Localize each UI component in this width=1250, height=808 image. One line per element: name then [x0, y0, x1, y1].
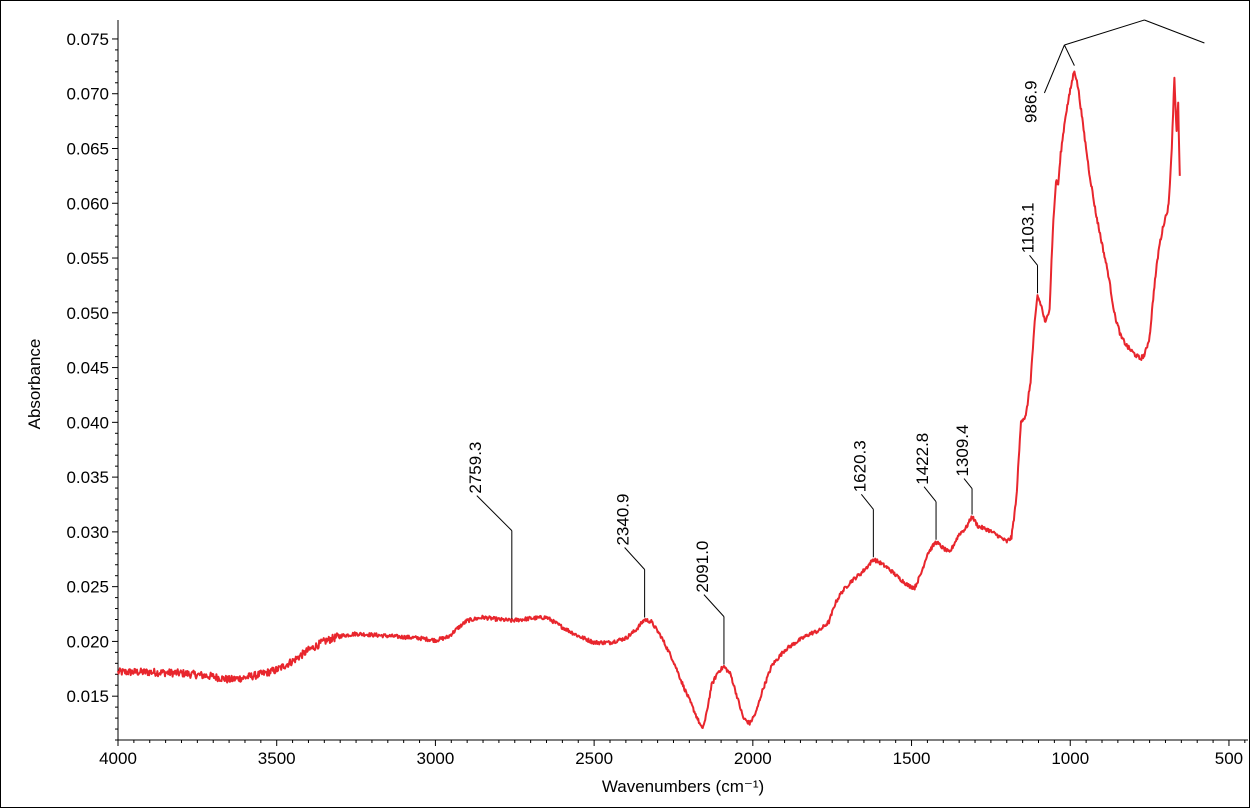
- peak-label: 1422.8: [913, 433, 932, 485]
- peak-leader: [1064, 19, 1145, 46]
- peak-label: 1103.1: [1019, 203, 1038, 254]
- peak-leader: [624, 547, 645, 570]
- series-layer: [117, 70, 1181, 729]
- y-tick-label: 0.030: [66, 523, 109, 542]
- peak-label: 2340.9: [614, 494, 633, 546]
- y-tick-label: 0.060: [66, 194, 109, 213]
- y-tick-label: 0.050: [66, 304, 109, 323]
- y-tick-label: 0.045: [66, 359, 109, 378]
- y-tick-label: 0.075: [66, 30, 109, 49]
- x-tick-label: 2500: [575, 749, 613, 768]
- peak-label: 2091.0: [693, 541, 712, 593]
- peak-leader: [1043, 44, 1065, 94]
- y-tick-label: 0.065: [66, 139, 109, 158]
- y-tick-label: 0.025: [66, 578, 109, 597]
- x-tick-label: 1000: [1051, 749, 1089, 768]
- y-tick-label: 0.070: [66, 85, 109, 104]
- y-tick-label: 0.055: [66, 249, 109, 268]
- peak-label: 2759.3: [466, 442, 485, 494]
- y-tick-label: 0.040: [66, 413, 109, 432]
- peak-leader: [860, 493, 874, 510]
- y-tick-label: 0.020: [66, 632, 109, 651]
- peak-leader: [923, 486, 937, 503]
- y-tick-label: 0.015: [66, 687, 109, 706]
- x-tick-label: 3000: [417, 749, 455, 768]
- x-axis-title: Wavenumbers (cm⁻¹): [602, 777, 764, 796]
- peak-leader: [1063, 44, 1075, 66]
- peak-label: 1309.4: [953, 425, 972, 477]
- peak-label: 1620.3: [850, 440, 869, 492]
- x-tick-label: 500: [1215, 749, 1243, 768]
- peak-leader: [703, 594, 725, 617]
- x-tick-label: 2000: [734, 749, 772, 768]
- x-tick-label: 4000: [99, 749, 137, 768]
- x-tick-label: 1500: [893, 749, 931, 768]
- axes: 0.015 0.020 0.025 0.030 0.035 0.040 0.045 0.050…: [66, 20, 1248, 768]
- spectrum-line: [117, 70, 1181, 729]
- peak-leader: [963, 478, 973, 489]
- peak-annotations: 2759.3 2340.9 2091.0 1620.3 1422.8 1309.4 1103…: [466, 19, 1205, 665]
- y-tick-label: 0.035: [66, 468, 109, 487]
- x-tick-label: 3500: [258, 749, 296, 768]
- peak-leader: [476, 495, 513, 531]
- peak-leader: [1029, 254, 1038, 266]
- peak-label: 986.9: [1021, 80, 1040, 123]
- peak-leader: [1144, 19, 1205, 44]
- y-axis-title: Absorbance: [25, 339, 44, 430]
